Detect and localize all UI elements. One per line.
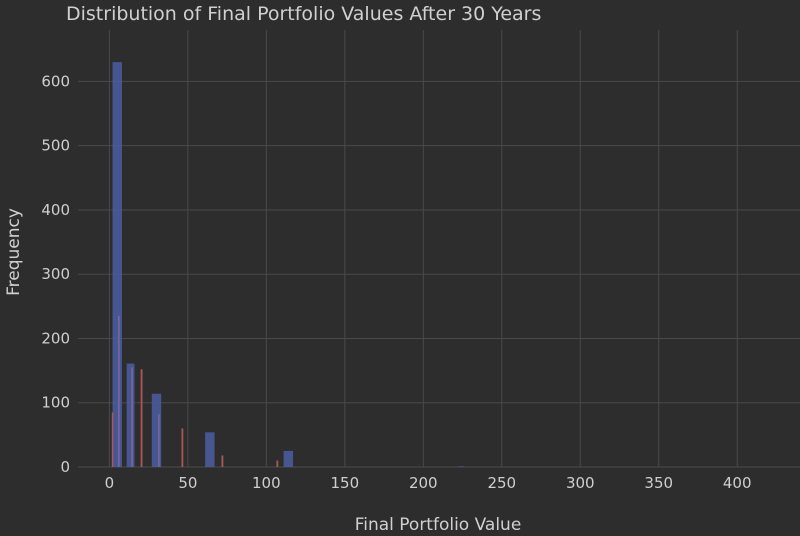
x-tick-label: 0 bbox=[105, 474, 115, 492]
bars-layer bbox=[111, 62, 465, 467]
y-tick-label: 400 bbox=[41, 201, 70, 219]
histogram-bar-blue bbox=[151, 393, 162, 467]
histogram-bar-red bbox=[140, 369, 143, 467]
x-tick-label: 250 bbox=[487, 474, 516, 492]
x-tick-label: 400 bbox=[723, 474, 752, 492]
x-tick-label: 50 bbox=[178, 474, 197, 492]
histogram-bar-purple bbox=[131, 367, 133, 467]
grid-layer bbox=[78, 30, 800, 468]
y-tick-label: 300 bbox=[41, 265, 70, 283]
histogram-bar-red bbox=[181, 428, 184, 467]
histogram-bar-purple bbox=[118, 315, 120, 467]
x-tick-label: 200 bbox=[409, 474, 438, 492]
x-tick-label: 100 bbox=[252, 474, 281, 492]
y-axis-label: Frequency bbox=[4, 208, 24, 296]
y-tick-label: 500 bbox=[41, 137, 70, 155]
x-tick-label: 300 bbox=[566, 474, 595, 492]
x-axis-label: Final Portfolio Value bbox=[355, 515, 522, 535]
histogram-bar-blue bbox=[457, 466, 465, 467]
histogram-bar-blue bbox=[283, 450, 294, 467]
histogram-bar-red bbox=[276, 460, 279, 467]
x-tick-label: 150 bbox=[331, 474, 360, 492]
y-tick-label: 100 bbox=[41, 394, 70, 412]
histogram-bar-red bbox=[221, 455, 224, 467]
y-tick-label: 0 bbox=[60, 458, 70, 476]
x-tick-label: 350 bbox=[644, 474, 673, 492]
y-tick-label: 600 bbox=[41, 72, 70, 90]
histogram-bar-blue bbox=[205, 432, 215, 467]
y-tick-label: 200 bbox=[41, 329, 70, 347]
ticks-layer: 0 50 100 150 200 250 300 350 400 0 100 200 300 400 500… bbox=[41, 72, 751, 492]
histogram-bar-blue bbox=[126, 363, 135, 467]
histogram-bar-purple bbox=[158, 414, 160, 467]
histogram-bar-blue bbox=[112, 62, 122, 467]
chart-title: Distribution of Final Portfolio Values A… bbox=[66, 3, 541, 25]
histogram-bar-red bbox=[111, 412, 114, 467]
